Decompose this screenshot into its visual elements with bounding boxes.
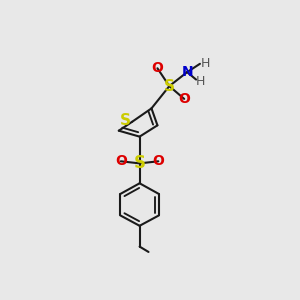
Text: S: S <box>134 154 146 172</box>
Text: N: N <box>181 65 193 79</box>
Text: S: S <box>120 113 131 128</box>
Text: H: H <box>196 75 205 88</box>
Text: O: O <box>152 61 164 75</box>
Text: O: O <box>178 92 190 106</box>
Text: O: O <box>115 154 127 168</box>
Text: H: H <box>201 57 210 70</box>
Text: O: O <box>152 154 164 168</box>
Text: S: S <box>164 79 175 94</box>
